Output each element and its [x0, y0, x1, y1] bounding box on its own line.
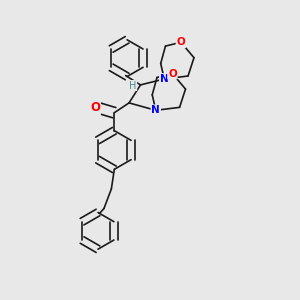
Text: O: O — [176, 37, 185, 47]
Text: N: N — [152, 105, 160, 115]
Text: H: H — [129, 80, 137, 91]
Text: N: N — [160, 74, 169, 84]
Text: O: O — [168, 69, 177, 79]
Text: O: O — [90, 101, 100, 114]
